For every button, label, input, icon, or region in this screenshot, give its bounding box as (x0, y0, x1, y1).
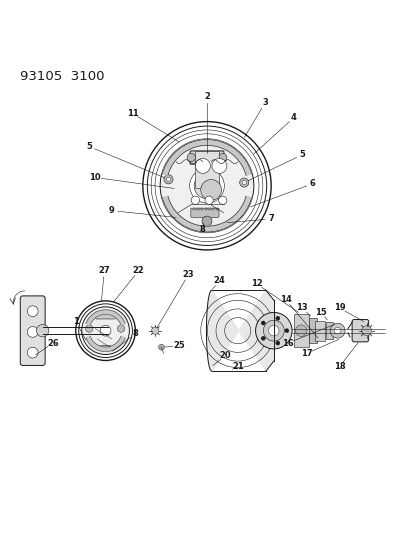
Circle shape (218, 196, 226, 204)
Text: 17: 17 (300, 349, 311, 358)
Circle shape (361, 326, 371, 336)
Circle shape (242, 181, 246, 184)
Circle shape (27, 347, 38, 358)
Text: 8: 8 (133, 329, 138, 338)
Circle shape (187, 154, 195, 161)
Text: 3: 3 (261, 99, 267, 108)
Circle shape (194, 173, 219, 199)
Circle shape (263, 320, 284, 341)
Bar (211, 208, 214, 210)
Bar (325, 322, 332, 339)
Circle shape (27, 306, 38, 317)
Polygon shape (162, 196, 251, 232)
Circle shape (261, 321, 265, 325)
Text: 5: 5 (299, 150, 304, 159)
Circle shape (117, 325, 124, 333)
Text: 20: 20 (219, 351, 231, 360)
Text: 15: 15 (314, 308, 326, 317)
Polygon shape (162, 140, 251, 175)
Text: 22: 22 (133, 266, 144, 275)
Circle shape (36, 325, 49, 337)
Circle shape (218, 154, 226, 161)
Text: 4: 4 (290, 113, 296, 122)
Bar (208, 208, 210, 210)
Circle shape (195, 158, 210, 173)
FancyBboxPatch shape (99, 345, 112, 351)
Circle shape (81, 307, 129, 354)
Circle shape (160, 139, 253, 232)
Circle shape (27, 327, 38, 337)
Text: 5: 5 (86, 142, 92, 151)
Text: 10: 10 (89, 173, 101, 182)
Text: 8: 8 (199, 225, 205, 234)
Circle shape (200, 180, 221, 200)
FancyBboxPatch shape (190, 208, 218, 217)
Text: 93105  3100: 93105 3100 (20, 70, 104, 83)
Text: 2: 2 (204, 92, 209, 101)
Polygon shape (86, 336, 125, 352)
FancyBboxPatch shape (20, 296, 45, 366)
Text: 21: 21 (232, 362, 243, 371)
Circle shape (158, 344, 164, 350)
Text: 19: 19 (333, 303, 344, 312)
FancyBboxPatch shape (190, 151, 223, 164)
Circle shape (211, 158, 226, 173)
Text: 14: 14 (279, 295, 291, 304)
Text: 25: 25 (173, 342, 184, 351)
Circle shape (191, 196, 199, 204)
Polygon shape (206, 290, 273, 371)
Polygon shape (86, 310, 125, 325)
Circle shape (275, 316, 279, 320)
FancyBboxPatch shape (95, 311, 115, 319)
Bar (293, 314, 308, 347)
Text: 23: 23 (182, 270, 194, 279)
Bar (200, 208, 203, 210)
Circle shape (151, 327, 159, 334)
Bar (194, 151, 219, 188)
Circle shape (164, 175, 173, 184)
Circle shape (275, 341, 279, 345)
Circle shape (100, 325, 111, 336)
Circle shape (255, 312, 292, 349)
Circle shape (239, 178, 248, 187)
Circle shape (202, 216, 211, 226)
Bar (204, 208, 206, 210)
Circle shape (85, 325, 93, 333)
Text: 1: 1 (73, 317, 78, 326)
Circle shape (334, 327, 340, 334)
Bar (197, 208, 199, 210)
Text: 27: 27 (98, 266, 110, 275)
Bar (193, 208, 195, 210)
FancyBboxPatch shape (351, 319, 368, 342)
Circle shape (284, 329, 288, 333)
Text: 24: 24 (213, 277, 225, 286)
Text: 11: 11 (126, 109, 138, 118)
Circle shape (268, 326, 278, 336)
Text: 6: 6 (309, 179, 315, 188)
Text: 13: 13 (296, 303, 307, 312)
Bar (315, 321, 325, 341)
Circle shape (204, 196, 213, 204)
Text: 12: 12 (250, 279, 262, 288)
Text: 9: 9 (109, 206, 114, 215)
Circle shape (189, 168, 224, 203)
Text: 16: 16 (281, 338, 293, 348)
Bar (215, 208, 218, 210)
Bar (308, 318, 316, 343)
Text: 18: 18 (333, 362, 344, 371)
Text: 7: 7 (268, 214, 273, 223)
Circle shape (261, 336, 265, 341)
Circle shape (166, 177, 170, 181)
Circle shape (330, 323, 344, 338)
Text: 26: 26 (47, 338, 59, 348)
Circle shape (295, 325, 306, 336)
